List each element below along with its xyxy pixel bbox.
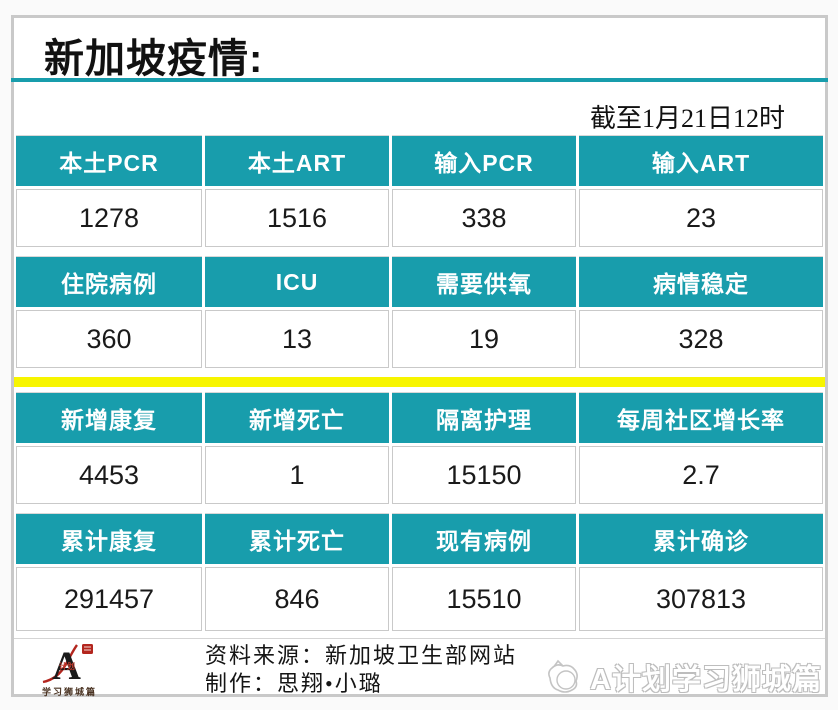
header-cell: 累计确诊 xyxy=(579,513,823,564)
value-cell: 846 xyxy=(205,567,389,631)
value-row: 1278 1516 338 23 xyxy=(16,189,823,247)
value-cell: 328 xyxy=(579,310,823,368)
logo-caption: 学习狮城篇 xyxy=(42,687,98,697)
logo-seal xyxy=(82,644,93,654)
logo-overlay-text: 计划 xyxy=(59,661,75,671)
credit-line: 制作：思翔•小璐 xyxy=(205,671,383,696)
lion-head-icon xyxy=(548,659,578,693)
value-cell: 4453 xyxy=(16,446,202,504)
header-cell: 本土ART xyxy=(205,135,389,186)
value-row: 360 13 19 328 xyxy=(16,310,823,368)
header-row: 累计康复 累计死亡 现有病例 累计确诊 xyxy=(16,513,823,564)
value-cell: 338 xyxy=(392,189,576,247)
channel-watermark: A计划学习狮城篇 xyxy=(544,656,822,698)
logo-swoosh xyxy=(42,644,78,684)
header-cell: 病情稳定 xyxy=(579,256,823,307)
value-cell: 291457 xyxy=(16,567,202,631)
credits-block: 资料来源：新加坡卫生部网站 制作：思翔•小璐 xyxy=(205,642,517,698)
logo-a-icon: A 计划 xyxy=(42,643,93,684)
header-row: 本土PCR 本土ART 输入PCR 输入ART xyxy=(16,135,823,186)
stat-block-cumulative: 累计康复 累计死亡 现有病例 累计确诊 291457 846 15510 307… xyxy=(16,513,823,631)
header-cell: 本土PCR xyxy=(16,135,202,186)
header-cell: 现有病例 xyxy=(392,513,576,564)
value-cell: 1278 xyxy=(16,189,202,247)
header-cell: 累计死亡 xyxy=(205,513,389,564)
value-cell: 2.7 xyxy=(579,446,823,504)
as-of-timestamp: 截至1月21日12时 xyxy=(589,104,785,133)
value-cell: 1516 xyxy=(205,189,389,247)
title-underline xyxy=(11,78,828,82)
value-cell: 23 xyxy=(579,189,823,247)
value-row: 291457 846 15510 307813 xyxy=(16,567,823,631)
value-cell: 307813 xyxy=(579,567,823,631)
header-cell: 需要供氧 xyxy=(392,256,576,307)
header-cell: 隔离护理 xyxy=(392,392,576,443)
header-cell: ICU xyxy=(205,256,389,307)
header-row: 新增康复 新增死亡 隔离护理 每周社区增长率 xyxy=(16,392,823,443)
footer-separator xyxy=(14,638,825,639)
stat-block-recovery: 新增康复 新增死亡 隔离护理 每周社区增长率 4453 1 15150 2.7 xyxy=(16,392,823,504)
yellow-divider xyxy=(14,377,825,387)
watermark-text: A计划学习狮城篇 xyxy=(590,664,822,696)
source-line: 资料来源：新加坡卫生部网站 xyxy=(205,643,518,668)
value-cell: 1 xyxy=(205,446,389,504)
header-cell: 输入PCR xyxy=(392,135,576,186)
value-cell: 360 xyxy=(16,310,202,368)
header-cell: 新增死亡 xyxy=(205,392,389,443)
header-cell: 新增康复 xyxy=(16,392,202,443)
stats-table: 本土PCR 本土ART 输入PCR 输入ART 1278 1516 338 23… xyxy=(16,135,823,635)
logo-letter: A xyxy=(52,643,81,684)
logo-seal-marks xyxy=(84,646,91,651)
stat-block-hospital: 住院病例 ICU 需要供氧 病情稳定 360 13 19 328 xyxy=(16,256,823,368)
header-cell: 住院病例 xyxy=(16,256,202,307)
page-title: 新加坡疫情: xyxy=(44,37,264,81)
value-row: 4453 1 15150 2.7 xyxy=(16,446,823,504)
value-cell: 15150 xyxy=(392,446,576,504)
value-cell: 13 xyxy=(205,310,389,368)
header-cell: 输入ART xyxy=(579,135,823,186)
stat-block-cases: 本土PCR 本土ART 输入PCR 输入ART 1278 1516 338 23 xyxy=(16,135,823,247)
value-cell: 19 xyxy=(392,310,576,368)
value-cell: 15510 xyxy=(392,567,576,631)
header-cell: 每周社区增长率 xyxy=(579,392,823,443)
publisher-logo: A 计划 学习狮城篇 xyxy=(42,642,142,698)
header-row: 住院病例 ICU 需要供氧 病情稳定 xyxy=(16,256,823,307)
header-cell: 累计康复 xyxy=(16,513,202,564)
